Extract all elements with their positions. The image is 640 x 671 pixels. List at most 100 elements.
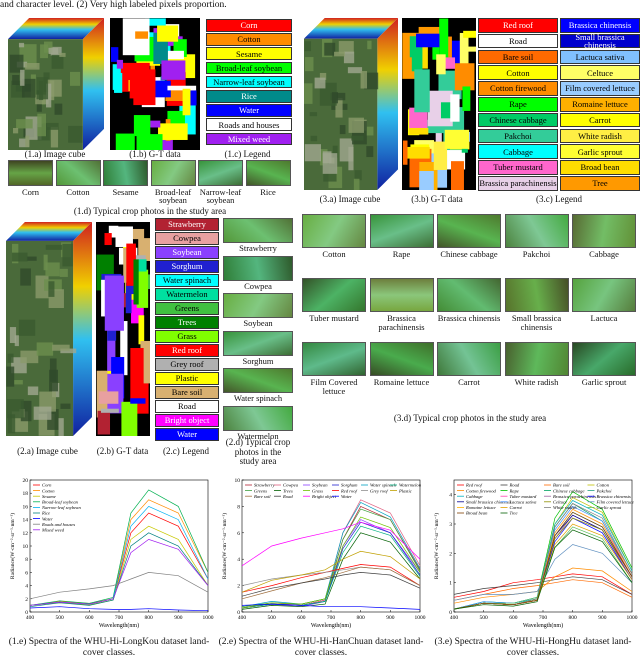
- photo-label: Garlic sprout: [581, 377, 627, 387]
- spectrum-line: [453, 573, 633, 598]
- y-axis-label: Radiance(W·cm⁻²·sr⁻¹·nm⁻¹): [221, 513, 228, 579]
- crop-photo: [504, 342, 569, 376]
- cube-texture: [19, 138, 30, 148]
- cube-texture: [18, 319, 36, 336]
- cube-texture: [339, 125, 346, 135]
- cube-texture: [339, 138, 354, 162]
- spectrum-line: [29, 532, 209, 608]
- y-axis-label: Radiance(W·cm⁻²·sr⁻¹·nm⁻¹): [9, 513, 16, 579]
- cube-texture: [26, 256, 37, 261]
- gt-field: [97, 410, 111, 435]
- photo-label: Broad-leaf soybean: [154, 187, 192, 205]
- spectra-chart: 0 2 4 6 8 10 12 14 16 18 20 400 500 600 700 800 900 1000 W…: [9, 478, 214, 629]
- gt-field: [121, 401, 138, 436]
- crop-photo: [369, 342, 434, 376]
- legend-item: Mixed weed: [206, 132, 292, 146]
- cube-texture: [7, 353, 14, 363]
- cube-texture: [21, 78, 36, 98]
- legend-label: Water spinach: [370, 483, 397, 488]
- crop-photo: [223, 330, 293, 356]
- legend-item: Broad bean: [560, 160, 640, 175]
- spectrum-line: [241, 572, 421, 597]
- legend-label: Red roof: [340, 488, 358, 493]
- spectrum-line: [241, 501, 421, 608]
- crop-photo: [504, 278, 569, 312]
- crop-photo: [223, 255, 293, 281]
- y-tick-label: 2: [237, 584, 240, 590]
- photo-label: Carrot: [458, 377, 480, 387]
- legend-label: Bare soil: [553, 483, 570, 488]
- cube-texture: [48, 281, 55, 297]
- legend-item: Plastic: [155, 372, 219, 385]
- y-tick-label: 3: [449, 522, 452, 528]
- gt-field: [111, 47, 119, 62]
- legend-label: Watermelon: [399, 483, 422, 488]
- x-tick-label: 700: [327, 615, 336, 621]
- legend-item: Tree: [560, 176, 640, 191]
- photo-label: Pakchoi: [522, 249, 551, 259]
- photo-label: Brassica parachinensis: [378, 313, 425, 332]
- x-tick-label: 900: [174, 615, 183, 621]
- spectrum-line: [29, 539, 209, 606]
- gt-field: [145, 18, 166, 26]
- caption: (2.c) Legend: [163, 446, 209, 456]
- x-tick-label: 600: [85, 615, 94, 621]
- legend-item: Cotton: [478, 65, 558, 80]
- spectrum-line: [29, 572, 209, 600]
- cube-texture: [334, 51, 345, 57]
- legend-item: Narrow-leaf soybean: [206, 75, 292, 89]
- gt-field: [129, 77, 149, 99]
- legend-item: Watermelon: [155, 288, 219, 301]
- cube-texture: [348, 117, 364, 133]
- y-tick-label: 20: [23, 478, 29, 484]
- cube-texture: [45, 244, 63, 250]
- gt-field: [115, 226, 133, 247]
- y-tick-label: 6: [25, 570, 28, 576]
- ground-truth-map: [96, 222, 150, 436]
- x-tick-label: 400: [238, 615, 247, 621]
- y-tick-label: 4: [25, 584, 28, 590]
- legend-item: Cowpea: [155, 232, 219, 245]
- cube-texture: [59, 268, 68, 277]
- caption: (1.e) Spectra of the WHU-Hi-LongKou data…: [8, 637, 210, 658]
- gt-field: [98, 391, 119, 404]
- caption: (1.b) G-T data: [129, 149, 181, 159]
- caption: (1.c) Legend: [224, 149, 271, 159]
- crop-photo: [572, 214, 636, 248]
- spectrum-line: [29, 499, 209, 606]
- gt-field: [460, 46, 476, 52]
- gt-field: [114, 72, 123, 93]
- photo-label: Small brassica chinensis: [511, 313, 562, 332]
- cube-texture: [18, 42, 25, 48]
- y-tick-label: 0: [25, 610, 28, 616]
- cube-texture: [49, 369, 58, 392]
- legend-label: Red roof: [465, 483, 483, 488]
- photo-label: Strawberry: [239, 243, 277, 253]
- gt-field: [120, 321, 128, 376]
- legend-label: Bare soil: [254, 494, 271, 499]
- x-tick-label: 800: [357, 615, 366, 621]
- legend-item: Road: [478, 33, 558, 49]
- legend-label: Grey roof: [370, 488, 388, 493]
- spectrum-line: [241, 532, 421, 610]
- legend-item: Carrot: [560, 112, 640, 128]
- crop-photo: [437, 214, 501, 248]
- legend-label: Rape: [509, 488, 519, 493]
- gt-field: [138, 238, 150, 261]
- legend-item: Film covered lettuce: [560, 81, 640, 96]
- x-tick-label: 500: [480, 615, 489, 621]
- gt-field: [409, 107, 428, 131]
- cube-texture: [351, 135, 364, 141]
- gt-field: [138, 259, 147, 272]
- legend-item: Corn: [206, 19, 292, 32]
- legend-label: Romaine lettuce: [465, 505, 496, 510]
- gt-field: [436, 54, 446, 75]
- photo-label: Cabbage: [589, 249, 619, 259]
- cube-texture: [304, 144, 321, 162]
- cube-texture: [7, 399, 24, 419]
- crop-photo: [198, 160, 243, 186]
- photo-label: Sorghum: [242, 355, 274, 366]
- cube-texture: [324, 42, 336, 56]
- spectrum-line: [241, 516, 421, 609]
- legend-item: Bare soil: [155, 386, 219, 399]
